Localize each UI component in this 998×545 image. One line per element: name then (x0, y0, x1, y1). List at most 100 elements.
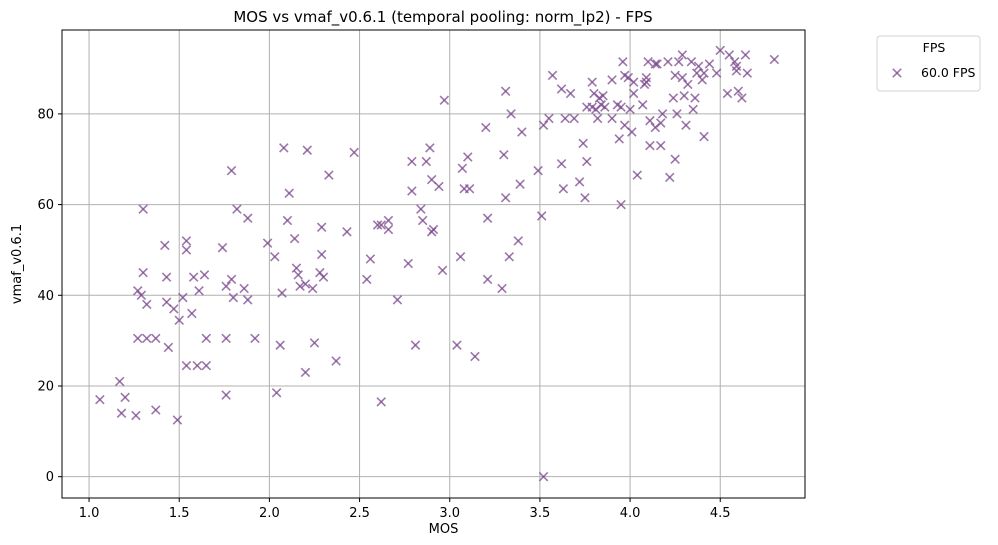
data-point (376, 220, 386, 230)
x-tick-label: 2.0 (259, 506, 280, 521)
data-point (239, 283, 249, 294)
data-point (616, 102, 626, 112)
x-tick-label: 3.0 (439, 506, 460, 521)
data-point (407, 186, 417, 196)
data-point (482, 274, 493, 285)
data-point (163, 342, 174, 353)
legend-box (876, 35, 981, 92)
data-point (672, 109, 682, 119)
data-point (284, 188, 294, 199)
data-point (416, 204, 426, 214)
data-point (131, 410, 141, 421)
legend: FPS 60.0 FPS (876, 35, 981, 92)
x-axis-ticks: 1.0 1.5 2.0 2.5 3.0 3.5 4.0 4.5 (79, 498, 731, 521)
data-point (565, 88, 576, 99)
data-point (544, 113, 554, 124)
data-point (181, 236, 192, 246)
data-point (309, 338, 320, 348)
data-point (619, 120, 630, 130)
data-point (151, 333, 161, 344)
data-point (558, 183, 569, 194)
data-point (425, 143, 435, 153)
data-point (683, 79, 693, 90)
y-axis-label: vmaf_v0.6.1 (10, 224, 25, 304)
data-point (668, 93, 679, 103)
data-point (686, 56, 697, 67)
y-axis-ticks: 0 20 40 60 80 (37, 107, 62, 485)
data-point (655, 140, 666, 151)
data-point (417, 215, 428, 226)
data-point (403, 258, 414, 269)
chart-title: MOS vs vmaf_v0.6.1 (temporal pooling: no… (233, 8, 652, 27)
data-point (161, 272, 172, 282)
data-point (618, 56, 628, 67)
data-point (598, 90, 608, 101)
data-point (500, 193, 511, 203)
data-point (627, 127, 637, 137)
data-point (722, 88, 733, 99)
data-point (697, 75, 707, 85)
data-point (556, 84, 567, 94)
plot-area-frame (61, 29, 806, 499)
data-point (270, 251, 280, 262)
y-tick-label: 20 (37, 379, 54, 394)
data-point (383, 224, 394, 235)
data-point (452, 340, 462, 350)
data-point (289, 233, 300, 244)
data-point (295, 281, 305, 291)
data-point (600, 102, 610, 112)
data-point (515, 179, 525, 189)
data-point (517, 127, 527, 137)
data-point (715, 45, 726, 56)
data-point (116, 408, 127, 418)
data-point (426, 174, 437, 185)
data-point (300, 279, 311, 289)
data-point (392, 295, 403, 305)
data-point (650, 59, 661, 69)
data-point (704, 59, 715, 69)
data-point (221, 390, 231, 400)
y-tick-label: 40 (37, 289, 54, 304)
data-point (383, 215, 394, 226)
data-point (95, 394, 105, 405)
data-point (592, 113, 603, 124)
data-point (673, 56, 684, 67)
data-point (641, 72, 652, 83)
data-point (271, 388, 282, 398)
data-point (187, 308, 197, 319)
data-point (188, 272, 199, 282)
data-point (331, 356, 341, 366)
legend-entry-label: 60.0 FPS (921, 65, 976, 80)
data-point (455, 251, 466, 262)
data-point (699, 68, 709, 78)
data-point (731, 66, 742, 76)
data-point (302, 145, 313, 155)
x-tick-label: 4.0 (620, 506, 641, 521)
data-point (428, 224, 439, 235)
data-point (625, 104, 635, 115)
data-point (663, 56, 673, 67)
data-point (499, 149, 509, 160)
data-point (226, 274, 237, 285)
data-point (538, 471, 549, 482)
data-point (161, 297, 172, 307)
data-point (769, 54, 780, 65)
data-point (138, 204, 148, 214)
data-point (692, 68, 702, 78)
data-point (201, 333, 212, 344)
data-point (643, 56, 653, 67)
data-point (300, 367, 311, 378)
data-point (677, 50, 688, 60)
data-point (141, 299, 152, 310)
data-point (457, 163, 468, 174)
data-point (192, 360, 203, 371)
data-point (201, 360, 212, 371)
data-point (556, 159, 567, 169)
data-point (178, 292, 188, 303)
data-point (365, 254, 376, 264)
data-point (655, 118, 666, 128)
data-point (679, 90, 689, 101)
data-point (580, 193, 590, 203)
data-point (670, 154, 680, 165)
